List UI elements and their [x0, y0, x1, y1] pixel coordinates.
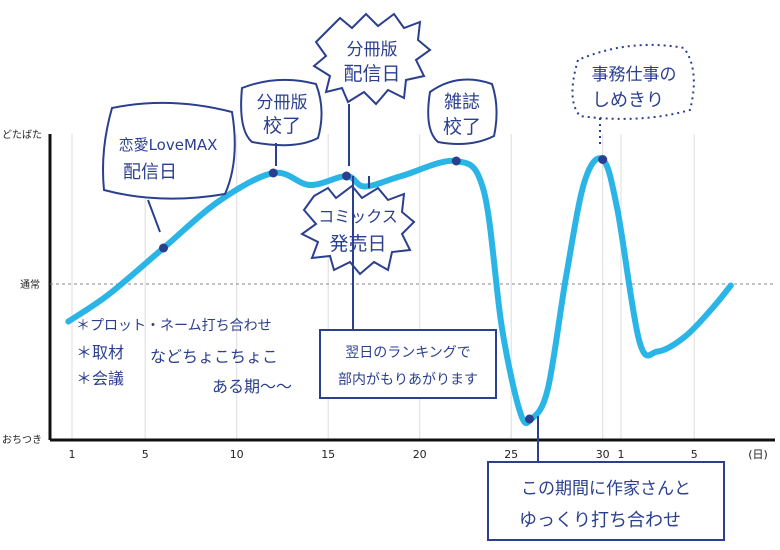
- callout-office-deadline-line1: 事務仕事の: [592, 65, 677, 85]
- x-unit-label: (日): [748, 448, 768, 461]
- x-tick-label-1: 5: [142, 448, 149, 461]
- x-tick-label-6: 30: [596, 448, 610, 461]
- note-ranking-line2: 部内がもりあがります: [338, 372, 478, 388]
- callout-comics-line2: 発売日: [329, 233, 386, 255]
- callout-bunsatsu-haishin-line2: 配信日: [343, 63, 400, 85]
- callout-love-max: 恋愛LoveMAX 配信日: [102, 101, 236, 233]
- x-tick-label-2: 10: [230, 448, 244, 461]
- callout-bunsatsu-kouryou-line2: 校了: [263, 115, 301, 137]
- x-ticks: 1 5 10 15 20 25 30 1 5: [69, 448, 698, 461]
- x-tick-label-4: 20: [413, 448, 427, 461]
- note-meeting-line1: この期間に作家さんと: [521, 479, 691, 499]
- callout-office-deadline-line2: しめきり: [592, 90, 664, 111]
- callout-magazine-line1: 雑誌: [444, 92, 480, 113]
- note-early-month: ＊プロット・ネーム打ち合わせ ＊取材 ＊会議 などちょこちょこ ある期〜〜: [76, 317, 292, 396]
- event-marker-1: [268, 168, 278, 178]
- note-ranking: 翌日のランキングで 部内がもりあがります: [319, 176, 497, 399]
- event-marker-3: [451, 156, 461, 166]
- callout-magazine: 雑誌 校了: [427, 78, 498, 145]
- callout-bunsatsu-haishin: 分冊版 配信日: [312, 12, 432, 166]
- markers: [159, 155, 608, 424]
- x-tick-label-7: 1: [618, 448, 625, 461]
- note-early-item-meeting: ＊会議: [76, 369, 124, 388]
- callout-love-max-line2: 配信日: [123, 162, 177, 183]
- x-tick-label-5: 25: [504, 448, 518, 461]
- callout-office-deadline: 事務仕事の しめきり: [571, 43, 695, 148]
- event-marker-2: [342, 171, 351, 181]
- x-tick-label-8: 5: [691, 448, 698, 461]
- note-early-tail-line1: などちょこちょこ: [150, 347, 278, 366]
- event-marker-4: [525, 414, 534, 424]
- y-label-bottom: おちつき: [2, 434, 42, 446]
- callout-love-max-line1: 恋愛LoveMAX: [119, 136, 218, 154]
- note-meeting: この期間に作家さんと ゆっくり打ち合わせ: [487, 416, 725, 541]
- callout-comics-line1: コミックス: [318, 207, 398, 226]
- note-ranking-line1: 翌日のランキングで: [345, 345, 471, 361]
- event-marker-0: [159, 243, 168, 253]
- callout-love-max-pointer: [147, 199, 161, 233]
- y-label-normal: 通常: [20, 278, 40, 291]
- callout-bunsatsu-haishin-line1: 分冊版: [347, 40, 398, 60]
- note-early-item-research: ＊取材: [76, 343, 124, 362]
- x-tick-label-3: 15: [321, 448, 335, 461]
- callout-comics: コミックス 発売日: [300, 176, 416, 276]
- note-early-item-plot: ＊プロット・ネーム打ち合わせ: [76, 317, 272, 334]
- y-label-top: どたばた: [2, 129, 42, 141]
- callout-magazine-line2: 校了: [443, 116, 481, 138]
- note-early-tail-line2: ある期〜〜: [212, 377, 292, 396]
- callout-bunsatsu-kouryou-line1: 分冊版: [257, 93, 308, 113]
- event-marker-5: [598, 155, 608, 164]
- x-tick-label-0: 1: [69, 448, 76, 461]
- callout-bunsatsu-kouryou: 分冊版 校了: [240, 78, 323, 166]
- note-meeting-line2: ゆっくり打ち合わせ: [519, 510, 681, 531]
